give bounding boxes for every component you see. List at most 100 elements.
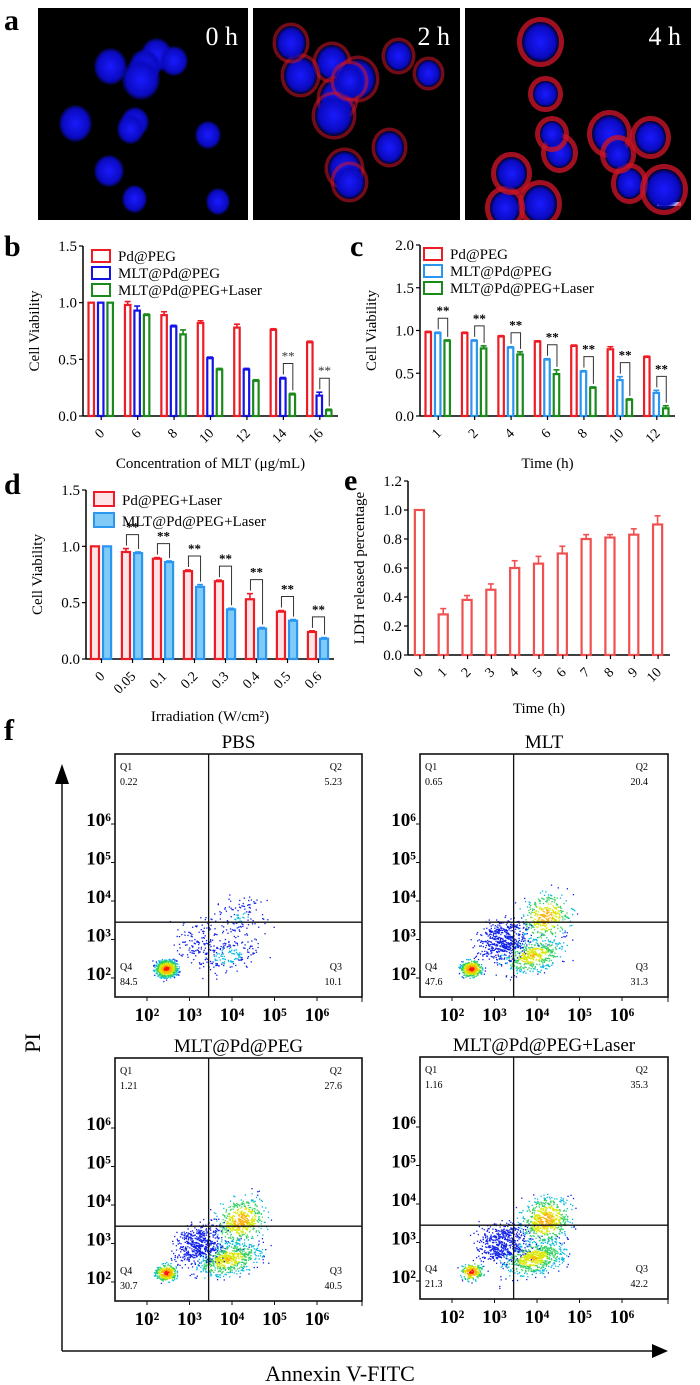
scatter-point [472,965,474,968]
scatter-point [540,907,542,910]
scatter-point [201,937,203,939]
scatter-point [471,975,473,977]
x-tick-label: 4 [506,665,522,681]
scatter-point [239,959,241,961]
scatter-point [228,1259,231,1261]
scatter-point [241,956,243,959]
micrograph-label: 4 h [648,22,682,51]
scatter-point [238,1228,240,1231]
scatter-point [498,930,501,932]
scatter-point [529,954,531,956]
scatter-point [484,950,486,952]
scatter-point [548,960,551,962]
scatter-point [488,945,490,947]
scatter-point [471,967,473,969]
cell-nucleus [489,191,520,220]
scatter-point [225,943,227,945]
scatter-point [232,1220,235,1222]
scatter-point [518,967,520,969]
scatter-point [221,1239,223,1241]
scatter-point [164,1277,166,1279]
scatter-point [492,938,494,940]
scatter-point [471,974,473,976]
scatter-point [470,963,472,965]
scatter-point [159,963,161,965]
scatter-point [155,972,157,974]
scatter-point [559,905,562,908]
scatter-point [230,1233,232,1236]
scatter-point [244,1216,246,1219]
scatter-point [220,1262,223,1264]
scatter-point [171,1271,174,1273]
x-tick-label: 10³ [482,1005,507,1026]
scatter-point [203,937,205,939]
scatter-point [213,1212,215,1214]
scatter-point [538,948,540,950]
scatter-point [240,1219,243,1221]
bar [151,557,163,661]
scatter-point [538,914,540,916]
scatter-point [487,948,490,950]
scatter-point [478,966,481,968]
scatter-point [196,1267,198,1269]
scatter-point [473,960,475,963]
scatter-point [566,888,568,890]
scatter-point [553,925,555,927]
scatter-point [184,931,186,933]
scatter-point [549,945,551,947]
scatter-point [236,942,238,944]
x-tick-label: 10 [607,426,628,447]
scatter-point [538,956,540,958]
scatter-point [247,916,249,918]
scatter-point [162,964,164,966]
scatter-point [229,1206,232,1208]
scatter-point [553,919,555,921]
scatter-point [176,1274,179,1276]
scatter-point [234,1264,236,1266]
scatter-point [215,1255,217,1257]
y-tick-label: 10⁴ [391,887,416,908]
scatter-point [232,1222,234,1224]
significance-label: ** [436,303,449,318]
legend-swatch [93,491,115,507]
scatter-point [173,976,176,979]
scatter-point [515,928,517,930]
scatter-point [514,961,516,963]
scatter-point [551,919,553,922]
scatter-point [202,1268,204,1270]
scatter-point [504,950,506,952]
scatter-point [499,956,501,958]
scatter-point [162,963,165,965]
scatter-point [492,934,495,936]
scatter-point [509,960,511,963]
scatter-point [244,1255,246,1257]
scatter-point [242,1231,245,1233]
scatter-point [215,962,217,965]
scatter-point [219,918,221,920]
scatter-point [473,974,475,977]
scatter-point [544,940,546,942]
scatter-point [506,922,508,924]
scatter-point [535,947,538,950]
scatter-point [541,909,543,911]
bar [479,347,488,418]
scatter-point [170,1262,172,1265]
scatter-point [159,1269,161,1271]
scatter-point [238,1227,240,1229]
scatter-point [542,965,544,967]
scatter-point [553,901,555,903]
scatter-point [176,966,178,968]
scatter-point [470,939,472,941]
scatter-point [489,945,491,947]
scatter-point [178,974,180,976]
scatter-point [249,904,251,906]
scatter-point [258,1216,260,1218]
scatter-point [510,955,513,957]
scatter-point [494,930,496,932]
scatter-point [170,965,172,967]
scatter-point [177,963,179,965]
scatter-point [242,1213,244,1216]
scatter-point [159,968,161,970]
scatter-point [235,1224,238,1226]
scatter-point [166,977,169,979]
